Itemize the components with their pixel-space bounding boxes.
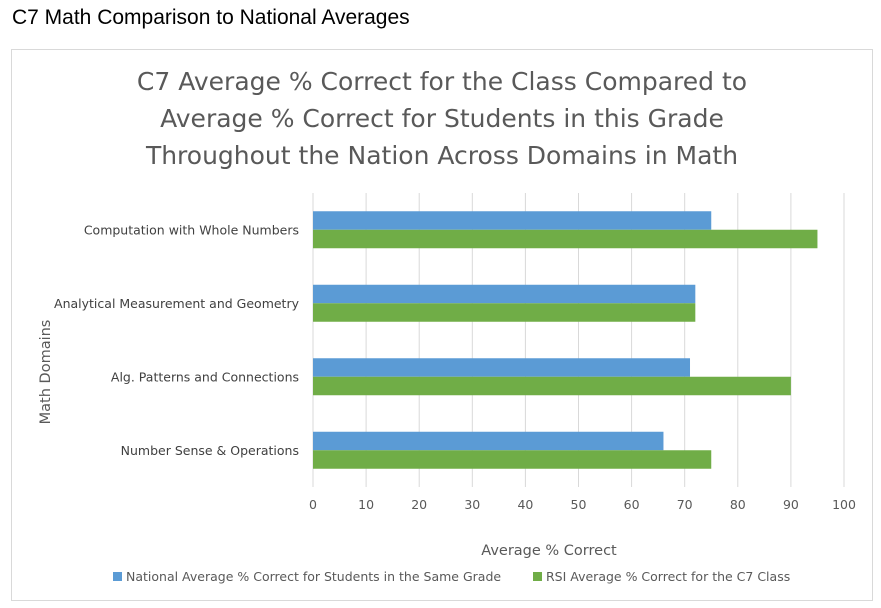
chart-title-line-3: Throughout the Nation Across Domains in … xyxy=(145,141,738,170)
x-tick-label: 80 xyxy=(730,497,746,512)
x-tick-label: 10 xyxy=(358,497,374,512)
category-label: Number Sense & Operations xyxy=(121,443,299,458)
y-axis-title: Math Domains xyxy=(38,320,54,425)
x-tick-label: 100 xyxy=(832,497,856,512)
category-label: Alg. Patterns and Connections xyxy=(111,369,299,384)
national-average-bar xyxy=(313,358,691,377)
legend-swatch xyxy=(113,572,122,581)
x-tick-label: 20 xyxy=(411,497,427,512)
x-tick-label: 40 xyxy=(517,497,533,512)
x-tick-label: 50 xyxy=(571,497,587,512)
x-tick-label: 60 xyxy=(624,497,640,512)
x-tick-label: 30 xyxy=(464,497,480,512)
chart-title: C7 Average % Correct for the Class Compa… xyxy=(137,67,747,170)
category-labels: Computation with Whole Numbers Analytical… xyxy=(54,222,300,458)
national-average-bar xyxy=(313,431,664,451)
x-tick-label: 90 xyxy=(783,497,799,512)
legend: National Average % Correct for Students … xyxy=(113,569,790,584)
c7-class-bar xyxy=(313,229,818,249)
category-label: Computation with Whole Numbers xyxy=(84,222,299,237)
national-average-bar xyxy=(313,284,696,304)
national-average-bar xyxy=(313,211,712,230)
bars xyxy=(313,211,818,469)
x-tick-labels: 0 10 20 30 40 50 60 70 80 90 100 xyxy=(309,497,856,512)
chart-frame: C7 Average % Correct for the Class Compa… xyxy=(11,49,873,601)
legend-swatch xyxy=(533,572,542,581)
x-tick-label: 0 xyxy=(309,497,317,512)
bar-chart: C7 Average % Correct for the Class Compa… xyxy=(38,67,856,584)
x-tick-label: 70 xyxy=(677,497,693,512)
legend-label: RSI Average % Correct for the C7 Class xyxy=(546,569,790,584)
c7-class-bar xyxy=(313,303,696,322)
c7-class-bar xyxy=(313,376,791,396)
page-heading: C7 Math Comparison to National Averages xyxy=(12,6,410,29)
chart-title-line-1: C7 Average % Correct for the Class Compa… xyxy=(137,67,747,96)
chart-title-line-2: Average % Correct for Students in this G… xyxy=(160,104,724,133)
c7-class-bar xyxy=(313,450,712,469)
legend-label: National Average % Correct for Students … xyxy=(126,569,501,584)
x-axis-title: Average % Correct xyxy=(481,543,617,559)
category-label: Analytical Measurement and Geometry xyxy=(54,296,300,311)
